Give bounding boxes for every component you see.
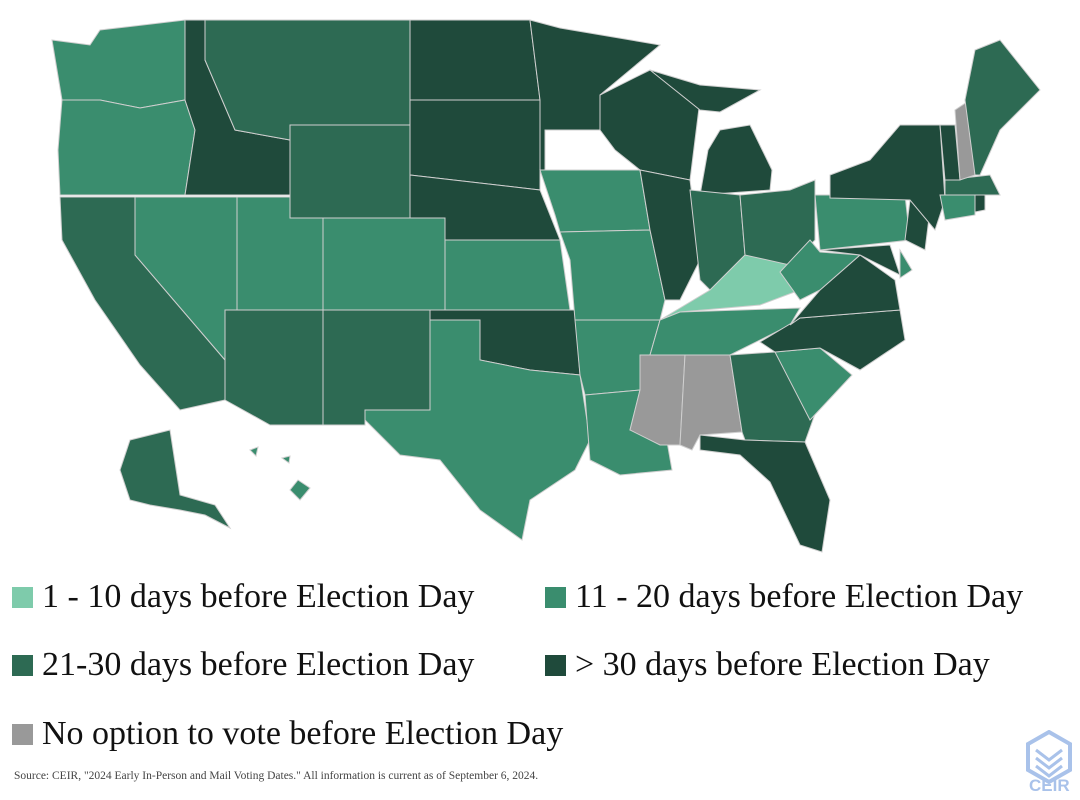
state-shape [289,479,311,501]
state-az [224,309,324,426]
legend-item-1-10-days: 1 - 10 days before Election Day [12,578,474,616]
state-wa [51,19,186,109]
state-fl [699,434,831,553]
state-nd [409,19,541,101]
state-mo [559,229,666,321]
state-mi [649,69,773,196]
ceir-logo-icon [1026,730,1072,785]
legend-item-11-20-days: 11 - 20 days before Election Day [545,578,1023,616]
state-me [964,39,1041,176]
state-shape [939,194,976,221]
legend-label: > 30 days before Election Day [575,646,990,683]
legend-item-no-option: No option to vote before Election Day [12,715,563,753]
state-shape [814,194,911,251]
legend-item-21-30-days: 21-30 days before Election Day [12,646,474,684]
state-shape [204,19,411,141]
state-shape [444,239,571,311]
legend-label: 1 - 10 days before Election Day [42,578,475,615]
state-ak [119,429,232,530]
state-pa [814,194,911,251]
state-ri [974,194,986,213]
state-shape [409,19,541,101]
state-shape [119,429,232,530]
state-shape [57,99,196,196]
logo-text: CEIR [1029,776,1070,795]
state-shape [974,194,986,213]
legend-label: No option to vote before Election Day [42,715,564,752]
state-il [639,169,701,301]
state-shape [539,169,651,233]
state-shape [529,19,662,171]
state-shape [964,39,1041,176]
state-hi [249,446,311,501]
state-nm [322,309,431,426]
legend-swatch [12,723,33,745]
state-shape [289,124,411,219]
state-shape [559,229,666,321]
state-shape [364,319,591,541]
source-note: Source: CEIR, "2024 Early In-Person and … [14,770,539,782]
legend-swatch [545,586,566,608]
state-tx [364,319,591,541]
state-shape [224,309,324,426]
state-mn [529,19,662,171]
state-de [899,248,913,279]
state-shape [699,124,773,196]
state-shape [639,169,701,301]
legend-swatch [12,586,33,608]
state-shape [249,446,259,457]
state-mt [204,19,411,141]
state-shape [409,99,541,191]
state-wy [289,124,411,219]
legend-swatch [545,654,566,676]
state-ct [939,194,976,221]
legend-label: 11 - 20 days before Election Day [575,578,1024,615]
state-ia [539,169,651,233]
legend-item-over-30-days: > 30 days before Election Day [545,646,990,684]
state-shape [280,455,291,464]
state-shape [322,309,431,426]
state-sd [409,99,541,191]
state-shape [699,434,831,553]
state-co [322,217,446,311]
us-map [51,19,1041,553]
legend-label: 21-30 days before Election Day [42,646,475,683]
state-shape [322,217,446,311]
state-shape [899,248,913,279]
state-shape [649,69,762,113]
state-or [57,99,196,196]
state-shape [51,19,186,109]
legend-swatch [12,654,33,676]
state-ks [444,239,571,311]
